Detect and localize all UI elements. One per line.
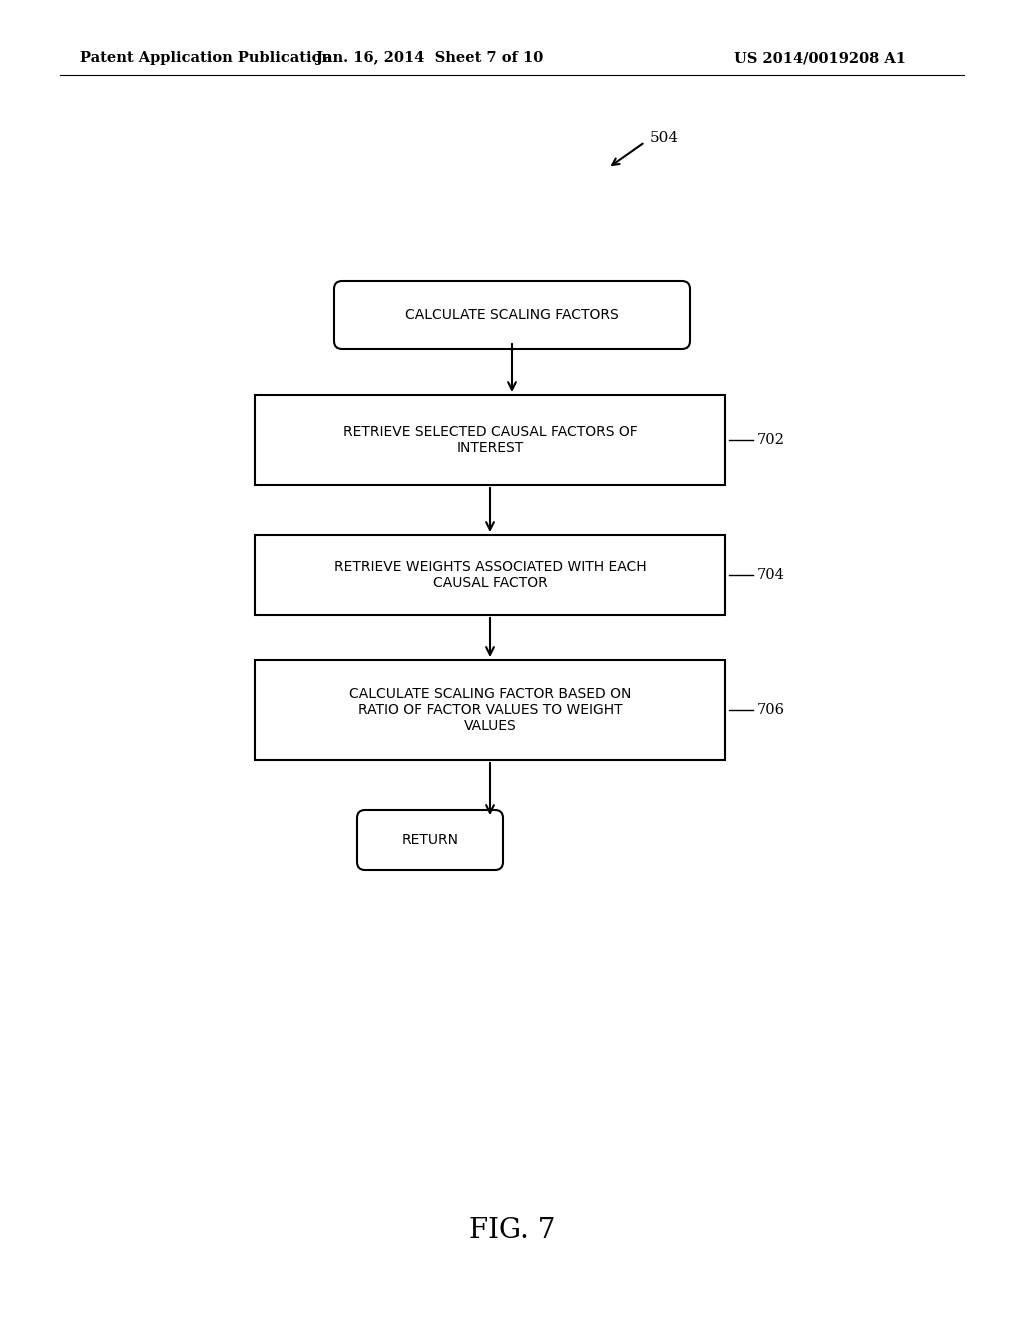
Text: CALCULATE SCALING FACTOR BASED ON
RATIO OF FACTOR VALUES TO WEIGHT
VALUES: CALCULATE SCALING FACTOR BASED ON RATIO … — [349, 686, 631, 733]
Text: RETRIEVE SELECTED CAUSAL FACTORS OF
INTEREST: RETRIEVE SELECTED CAUSAL FACTORS OF INTE… — [343, 425, 637, 455]
FancyBboxPatch shape — [334, 281, 690, 348]
Text: 706: 706 — [757, 704, 785, 717]
Text: 702: 702 — [757, 433, 784, 447]
FancyBboxPatch shape — [255, 535, 725, 615]
Text: RETRIEVE WEIGHTS ASSOCIATED WITH EACH
CAUSAL FACTOR: RETRIEVE WEIGHTS ASSOCIATED WITH EACH CA… — [334, 560, 646, 590]
Text: Jan. 16, 2014  Sheet 7 of 10: Jan. 16, 2014 Sheet 7 of 10 — [316, 51, 544, 65]
FancyBboxPatch shape — [255, 660, 725, 760]
Text: RETURN: RETURN — [401, 833, 459, 847]
Text: US 2014/0019208 A1: US 2014/0019208 A1 — [734, 51, 906, 65]
Text: 704: 704 — [757, 568, 784, 582]
FancyBboxPatch shape — [357, 810, 503, 870]
FancyBboxPatch shape — [255, 395, 725, 484]
Text: 504: 504 — [650, 131, 679, 145]
Text: Patent Application Publication: Patent Application Publication — [80, 51, 332, 65]
Text: CALCULATE SCALING FACTORS: CALCULATE SCALING FACTORS — [406, 308, 618, 322]
Text: FIG. 7: FIG. 7 — [469, 1217, 555, 1243]
